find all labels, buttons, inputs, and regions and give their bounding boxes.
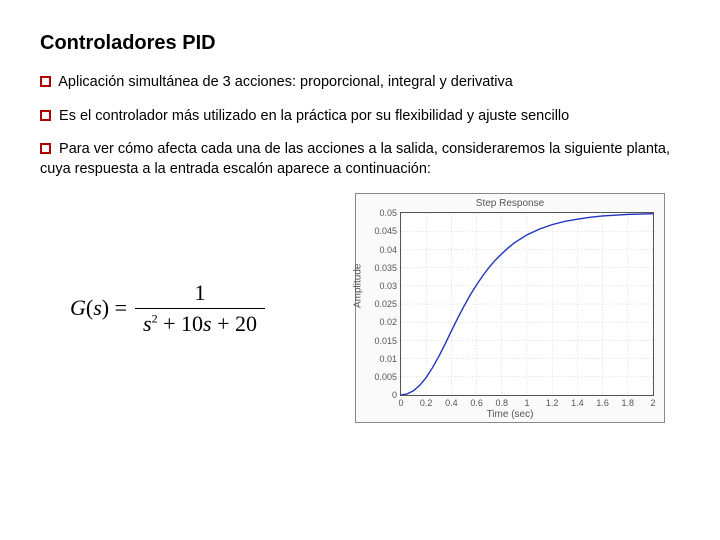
ytick-label: 0.02 (379, 317, 397, 327)
bullet-icon (40, 110, 51, 121)
ytick-label: 0.01 (379, 354, 397, 364)
ytick-label: 0.025 (374, 299, 397, 309)
xtick-label: 0.8 (496, 398, 509, 408)
xtick-label: 0.6 (470, 398, 483, 408)
bullet-text: Para ver cómo afecta cada una de las acc… (40, 141, 670, 177)
page-title: Controladores PID (40, 32, 680, 55)
formula-denominator: s2 + 10s + 20 (135, 308, 265, 337)
xtick-label: 1.6 (596, 398, 609, 408)
chart-ylabel: Amplitude (353, 264, 364, 308)
plot-area: 00.0050.010.0150.020.0250.030.0350.040.0… (400, 212, 654, 396)
bullet-3: Para ver cómo afecta cada una de las acc… (40, 140, 680, 179)
bullet-icon (40, 143, 51, 154)
bullet-text: Es el controlador más utilizado en la pr… (59, 108, 569, 124)
xtick-label: 1.4 (571, 398, 584, 408)
xtick-label: 0 (398, 398, 403, 408)
ytick-label: 0.035 (374, 263, 397, 273)
xtick-label: 1 (524, 398, 529, 408)
bullet-icon (40, 76, 51, 87)
ytick-label: 0.05 (379, 208, 397, 218)
xtick-label: 0.4 (445, 398, 458, 408)
formula-numerator: 1 (187, 280, 214, 308)
ytick-label: 0.03 (379, 281, 397, 291)
bullet-1: Aplicación simultánea de 3 acciones: pro… (40, 73, 680, 93)
ytick-label: 0.015 (374, 336, 397, 346)
ytick-label: 0.045 (374, 226, 397, 236)
content-row: G(s) = 1 s2 + 10s + 20 Step Response Amp… (40, 193, 680, 423)
xtick-label: 1.2 (546, 398, 559, 408)
bullet-2: Es el controlador más utilizado en la pr… (40, 107, 680, 127)
bullet-text: Aplicación simultánea de 3 acciones: pro… (58, 74, 513, 90)
xtick-label: 0.2 (420, 398, 433, 408)
xtick-label: 2 (650, 398, 655, 408)
chart-title: Step Response (356, 198, 664, 209)
ytick-label: 0.005 (374, 372, 397, 382)
chart-xlabel: Time (sec) (356, 409, 664, 420)
ytick-label: 0 (392, 390, 397, 400)
xtick-label: 1.8 (622, 398, 635, 408)
ytick-label: 0.04 (379, 245, 397, 255)
step-response-chart: Step Response Amplitude Time (sec) 00.00… (355, 193, 665, 423)
transfer-function-formula: G(s) = 1 s2 + 10s + 20 (40, 280, 340, 337)
response-curve (401, 213, 653, 395)
